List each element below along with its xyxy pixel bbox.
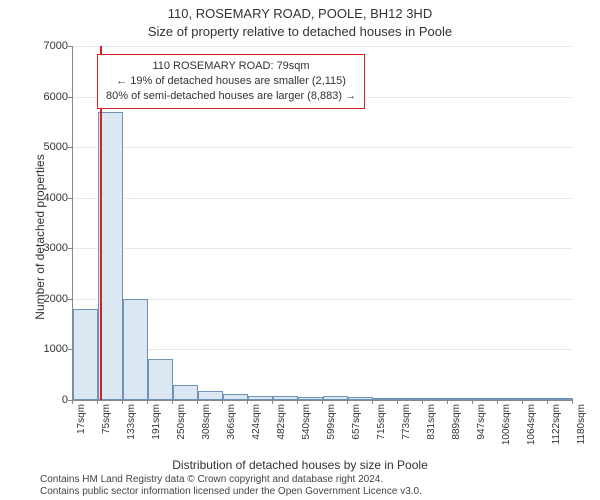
xtick-mark — [222, 400, 223, 404]
ytick-label: 7000 — [38, 40, 68, 52]
callout-box: 110 ROSEMARY ROAD: 79sqm← 19% of detache… — [97, 54, 365, 109]
callout-line: ← 19% of detached houses are smaller (2,… — [106, 74, 356, 89]
ytick-mark — [68, 349, 72, 350]
ytick-mark — [68, 299, 72, 300]
xtick-label: 17sqm — [76, 404, 87, 434]
histogram-bar — [73, 309, 98, 400]
xtick-label: 947sqm — [476, 404, 487, 440]
xtick-mark — [72, 400, 73, 404]
xtick-mark — [497, 400, 498, 404]
xtick-mark — [247, 400, 248, 404]
xtick-mark — [297, 400, 298, 404]
ytick-mark — [68, 46, 72, 47]
xtick-label: 540sqm — [301, 404, 312, 440]
gridline — [73, 198, 573, 199]
gridline — [73, 46, 573, 47]
ytick-label: 3000 — [38, 242, 68, 254]
ytick-mark — [68, 97, 72, 98]
ytick-mark — [68, 147, 72, 148]
xtick-mark — [272, 400, 273, 404]
xtick-mark — [172, 400, 173, 404]
xtick-mark — [522, 400, 523, 404]
xtick-label: 715sqm — [376, 404, 387, 440]
xtick-label: 1122sqm — [551, 404, 562, 444]
xtick-label: 366sqm — [226, 404, 237, 440]
x-axis-label: Distribution of detached houses by size … — [0, 458, 600, 472]
xtick-label: 831sqm — [426, 404, 437, 440]
callout-line: 80% of semi-detached houses are larger (… — [106, 89, 356, 104]
xtick-label: 75sqm — [101, 404, 112, 434]
footnote-line1: Contains HM Land Registry data © Crown c… — [40, 474, 590, 486]
ytick-label: 4000 — [38, 192, 68, 204]
histogram-bar — [148, 359, 173, 400]
xtick-mark — [422, 400, 423, 404]
xtick-mark — [122, 400, 123, 404]
x-ticks: 17sqm 75sqm 133sqm 191sqm 250sqm 308sqm 366sqm… — [72, 400, 572, 450]
histogram-bar — [98, 112, 123, 400]
xtick-label: 424sqm — [251, 404, 262, 440]
ytick-label: 5000 — [38, 141, 68, 153]
xtick-label: 889sqm — [451, 404, 462, 440]
xtick-label: 1006sqm — [501, 404, 512, 445]
gridline — [73, 147, 573, 148]
xtick-label: 250sqm — [176, 404, 187, 440]
xtick-label: 191sqm — [151, 404, 162, 440]
xtick-label: 1064sqm — [526, 404, 537, 445]
footnote: Contains HM Land Registry data © Crown c… — [40, 474, 590, 498]
xtick-label: 1180sqm — [576, 404, 587, 444]
histogram-bar — [123, 299, 148, 400]
xtick-mark — [97, 400, 98, 404]
gridline — [73, 299, 573, 300]
gridline — [73, 248, 573, 249]
xtick-label: 773sqm — [401, 404, 412, 440]
ytick-label: 1000 — [38, 343, 68, 355]
page-title-line2: Size of property relative to detached ho… — [0, 24, 600, 39]
xtick-mark — [147, 400, 148, 404]
xtick-mark — [547, 400, 548, 404]
page-title-line1: 110, ROSEMARY ROAD, POOLE, BH12 3HD — [0, 6, 600, 21]
xtick-mark — [397, 400, 398, 404]
ytick-mark — [68, 248, 72, 249]
xtick-label: 133sqm — [126, 404, 137, 440]
histogram-bar — [198, 391, 223, 400]
ytick-mark — [68, 198, 72, 199]
ytick-label: 0 — [38, 394, 68, 406]
gridline — [73, 349, 573, 350]
xtick-mark — [472, 400, 473, 404]
histogram-plot: 110 ROSEMARY ROAD: 79sqm← 19% of detache… — [72, 46, 573, 401]
xtick-mark — [322, 400, 323, 404]
y-axis-label: Number of detached properties — [33, 137, 47, 337]
histogram-bar — [173, 385, 198, 400]
xtick-label: 308sqm — [201, 404, 212, 440]
xtick-mark — [197, 400, 198, 404]
xtick-mark — [372, 400, 373, 404]
xtick-mark — [572, 400, 573, 404]
ytick-label: 6000 — [38, 91, 68, 103]
xtick-label: 657sqm — [351, 404, 362, 440]
xtick-label: 482sqm — [276, 404, 287, 440]
xtick-label: 599sqm — [326, 404, 337, 440]
ytick-label: 2000 — [38, 293, 68, 305]
footnote-line2: Contains public sector information licen… — [40, 486, 590, 498]
xtick-mark — [447, 400, 448, 404]
xtick-mark — [347, 400, 348, 404]
callout-line: 110 ROSEMARY ROAD: 79sqm — [106, 59, 356, 74]
